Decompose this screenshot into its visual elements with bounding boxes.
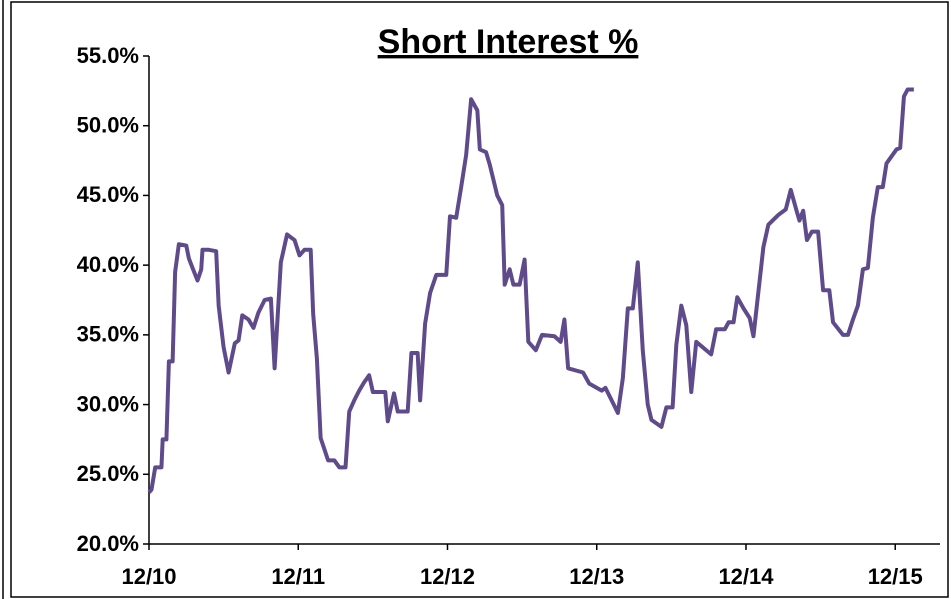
chart-border	[10, 1, 949, 598]
x-tick-label: 12/12	[420, 564, 475, 589]
x-tick-label: 12/13	[569, 564, 624, 589]
y-tick-label: 35.0%	[77, 322, 139, 347]
y-tick-label: 40.0%	[77, 252, 139, 277]
y-tick-label: 55.0%	[77, 43, 139, 68]
x-tick-label: 12/15	[868, 564, 923, 589]
y-tick-label: 45.0%	[77, 182, 139, 207]
data-line	[147, 87, 914, 494]
y-tick-label: 50.0%	[77, 113, 139, 138]
chart-title: Short Interest %	[378, 23, 639, 61]
x-tick-label: 12/11	[271, 564, 325, 589]
y-tick-label: 30.0%	[77, 391, 139, 416]
y-tick-label: 20.0%	[77, 531, 139, 556]
x-tick-label: 12/10	[121, 564, 176, 589]
y-tick-label: 25.0%	[77, 461, 139, 486]
x-tick-label: 12/14	[718, 564, 774, 589]
